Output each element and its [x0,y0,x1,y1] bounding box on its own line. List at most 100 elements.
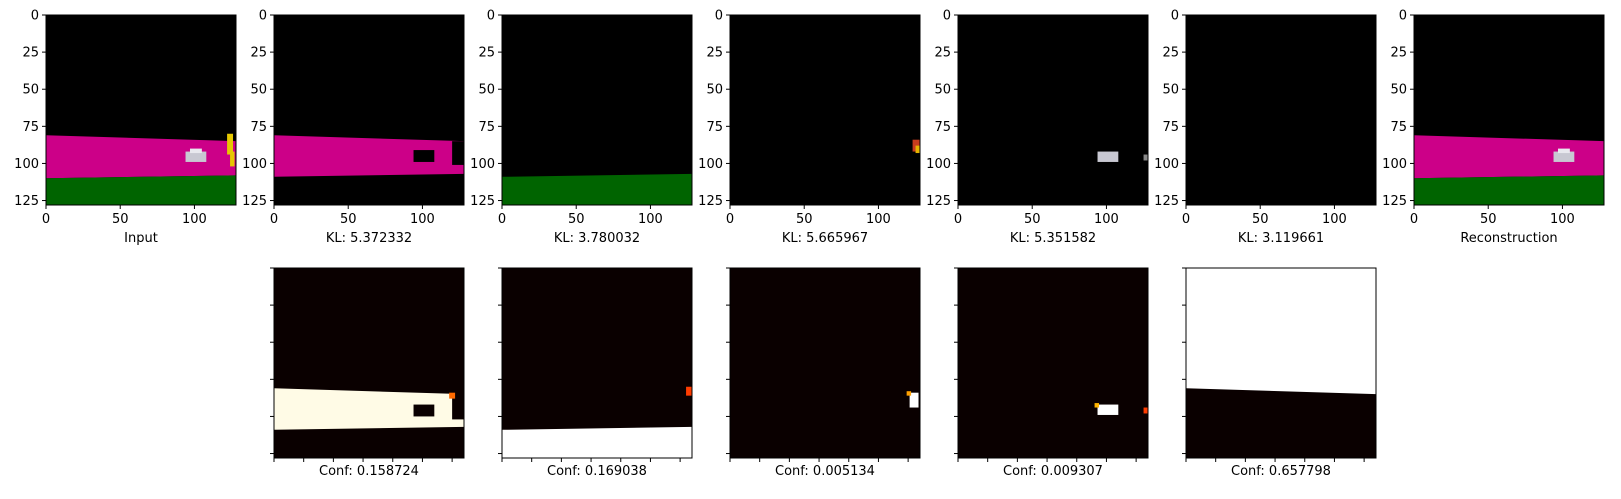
panel-label: Conf: 0.158724 [319,464,419,479]
x-tick-label: 100 [638,212,663,227]
y-tick-label: 50 [250,83,267,98]
panel-label: Conf: 0.009307 [1003,464,1103,479]
axes-frame [957,267,1149,459]
image-region [1414,135,1604,179]
x-tick-label: 0 [42,212,50,227]
y-tick-label: 0 [715,9,723,24]
yellow-blob [227,133,234,155]
image-background [502,15,692,205]
panel-6: 0 50 100 0 25 50 75 100 125 KL: 3.119661 [1154,9,1377,246]
y-tick-label: 75 [478,120,495,135]
axes-frame [729,267,921,459]
panel-label: KL: 5.665967 [782,231,868,246]
y-tick-label: 75 [22,120,39,135]
y-tick-label: 75 [706,120,723,135]
car-blob [1553,151,1575,162]
x-tick-label: 50 [112,212,129,227]
axes-frame [1185,14,1377,206]
image-background [1186,15,1376,205]
x-tick-label: 50 [568,212,585,227]
image-background [958,268,1148,458]
top-row-panels: 0 50 100 0 25 50 75 100 125 Input 0 50 100 0 25 50 75 100… [14,9,1605,246]
y-tick-label: 0 [259,9,267,24]
y-tick-label: 25 [478,46,495,61]
x-tick-label: 100 [1094,212,1119,227]
image-region [274,135,464,177]
image-region [1414,175,1604,205]
y-tick-label: 25 [706,46,723,61]
panel-label: Conf: 0.005134 [775,464,875,479]
bottom-row-panels: Conf: 0.158724 Conf: 0.169038 Conf: 0.0051… [270,267,1377,479]
x-tick-label: 0 [1410,212,1418,227]
y-tick-label: 100 [242,157,267,172]
object-blob [1143,154,1148,161]
y-tick-label: 25 [934,46,951,61]
y-tick-label: 50 [1162,83,1179,98]
y-tick-label: 0 [1171,9,1179,24]
y-tick-label: 50 [1390,83,1407,98]
panel-8: Conf: 0.158724 [270,267,465,479]
x-tick-label: 50 [1024,212,1041,227]
y-tick-label: 75 [1390,120,1407,135]
x-tick-label: 100 [1322,212,1347,227]
axes-frame [1413,14,1605,206]
car-roof [189,148,202,154]
y-tick-label: 25 [250,46,267,61]
y-tick-label: 100 [14,157,39,172]
image-region [46,135,236,179]
axes-frame [45,14,237,206]
image-region [274,388,464,430]
axes-frame [957,14,1149,206]
y-tick-label: 25 [22,46,39,61]
x-tick-label: 50 [796,212,813,227]
image-background [274,268,464,458]
panel-10: Conf: 0.005134 [726,267,921,479]
x-tick-label: 50 [340,212,357,227]
y-tick-label: 125 [1154,194,1179,209]
panel-label: KL: 3.780032 [554,231,640,246]
edge-glow [686,386,692,396]
y-tick-label: 100 [470,157,495,172]
x-tick-label: 0 [270,212,278,227]
axes-frame [273,267,465,459]
panel-label: KL: 5.372332 [326,231,412,246]
axes-frame [273,14,465,206]
y-tick-label: 25 [1390,46,1407,61]
panel-2: 0 50 100 0 25 50 75 100 125 KL: 5.372332 [242,9,465,246]
y-tick-label: 0 [31,9,39,24]
y-tick-label: 0 [487,9,495,24]
y-tick-label: 100 [1382,157,1407,172]
car-blob [1097,151,1119,162]
y-tick-label: 125 [14,194,39,209]
y-tick-label: 125 [926,194,951,209]
panel-label: KL: 5.351582 [1010,231,1096,246]
y-tick-label: 125 [470,194,495,209]
panel-label: Input [124,231,158,246]
y-tick-label: 50 [706,83,723,98]
object-blob [915,145,920,154]
y-tick-label: 75 [934,120,951,135]
x-tick-label: 100 [866,212,891,227]
panel-3: 0 50 100 0 25 50 75 100 125 KL: 3.780032 [470,9,693,246]
panel-4: 0 50 100 0 25 50 75 100 125 KL: 5.665967 [698,9,921,246]
y-tick-label: 100 [698,157,723,172]
image-region [502,426,692,458]
x-tick-label: 0 [1182,212,1190,227]
y-tick-label: 50 [22,83,39,98]
y-tick-label: 75 [1162,120,1179,135]
y-tick-label: 25 [1162,46,1179,61]
panel-7: 0 50 100 0 25 50 75 100 125 Reconstruction [1382,9,1605,246]
x-tick-label: 0 [498,212,506,227]
car-hole [413,404,435,417]
y-tick-label: 50 [478,83,495,98]
y-tick-label: 125 [242,194,267,209]
car-roof [1557,148,1570,154]
car-glow [1094,403,1100,408]
y-tick-label: 125 [698,194,723,209]
x-tick-label: 100 [1550,212,1575,227]
object-heat [909,392,919,408]
image-region [502,173,692,205]
axes-frame [1185,267,1377,459]
x-tick-label: 0 [726,212,734,227]
